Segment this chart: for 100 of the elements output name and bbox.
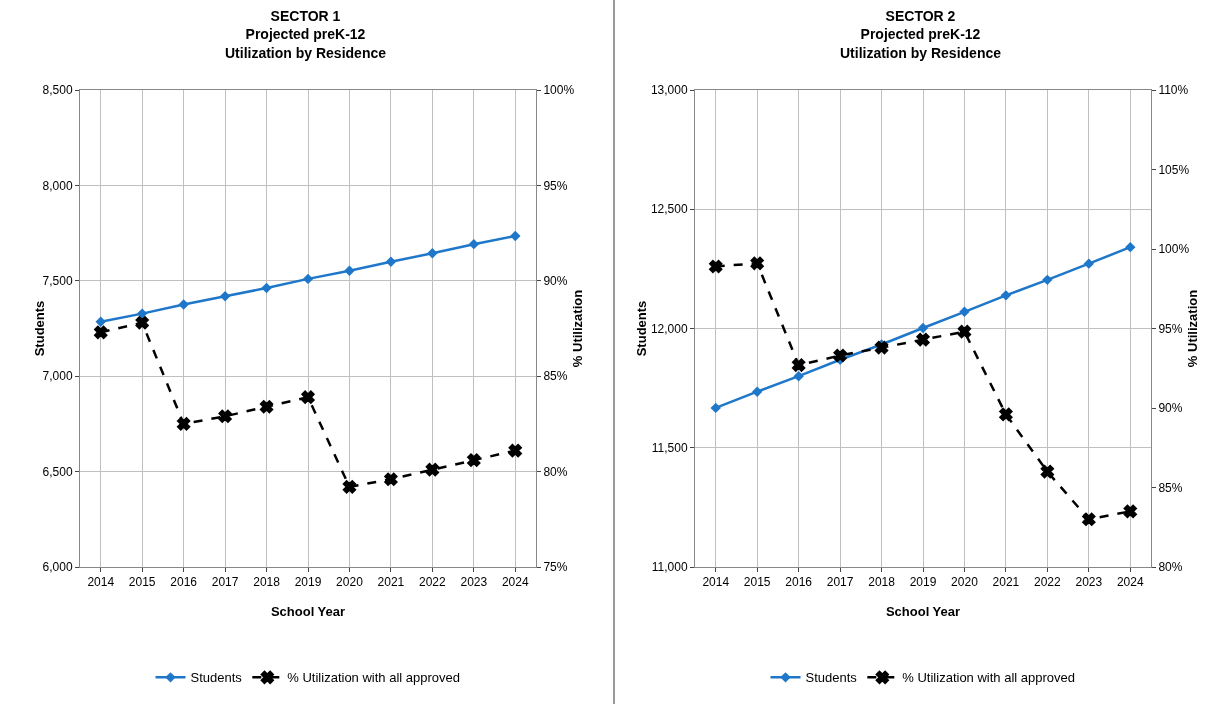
- y2-tick-label: 105%: [1157, 162, 1189, 177]
- point: [259, 400, 274, 414]
- point: [710, 402, 721, 414]
- point: [261, 282, 272, 294]
- point: [1081, 512, 1095, 526]
- y2-tick-label: 80%: [543, 464, 568, 479]
- x-axis-title: School Year: [885, 604, 960, 619]
- point: [874, 340, 888, 355]
- y2-tick-label: 95%: [543, 178, 568, 193]
- point: [1083, 258, 1094, 269]
- point: [136, 308, 148, 319]
- point: [425, 463, 440, 477]
- x-tick-label: 2015: [128, 575, 156, 590]
- point: [792, 371, 804, 382]
- y-tick-label: 7,500: [42, 274, 73, 288]
- point: [1124, 241, 1135, 253]
- point: [135, 316, 149, 330]
- point: [342, 480, 357, 494]
- legend-label: % Utilization with all approved: [901, 670, 1075, 686]
- y2-tick-label: 100%: [543, 83, 575, 98]
- x-tick-label: 2022: [419, 575, 447, 590]
- point: [467, 453, 481, 467]
- y-tick-label: 11,500: [651, 440, 688, 455]
- point: [1000, 290, 1011, 301]
- y2-tick-label: 90%: [1157, 401, 1183, 416]
- x-tick-label: 2019: [909, 575, 937, 590]
- y-tick-label: 12,000: [650, 321, 688, 336]
- chart-title: SECTOR 2 Projected preK-12 Utilization by Residence: [839, 8, 1001, 61]
- point: [178, 299, 189, 310]
- x-tick-label: 2015: [743, 575, 771, 590]
- point: [751, 386, 762, 397]
- point: [384, 472, 398, 486]
- x-tick-label: 2017: [826, 575, 854, 590]
- x-tick-label: 2018: [253, 575, 281, 590]
- y2-tick-label: 85%: [1157, 480, 1183, 495]
- y-axis-title: Students: [32, 300, 47, 357]
- point: [176, 417, 191, 431]
- x-axis-title: School Year: [270, 604, 346, 619]
- y2-tick-label: 80%: [1157, 560, 1183, 575]
- y-tick-label: 6,000: [42, 560, 73, 575]
- y-tick-label: 8,000: [42, 178, 73, 193]
- point: [957, 325, 971, 339]
- point: [508, 443, 522, 458]
- point: [791, 358, 805, 372]
- x-tick-label: 2024: [1116, 575, 1144, 590]
- point: [218, 409, 232, 423]
- point: [95, 316, 106, 328]
- y-tick-label: 11,000: [651, 560, 688, 575]
- y2-axis-title: % Utilization: [569, 289, 585, 368]
- point: [832, 348, 847, 363]
- x-tick-label: 2022: [1033, 575, 1061, 590]
- point: [958, 306, 970, 318]
- x-tick-label: 2016: [784, 575, 812, 590]
- x-tick-label: 2023: [460, 575, 488, 590]
- x-tick-label: 2021: [992, 575, 1020, 590]
- x-tick-label: 2014: [701, 575, 729, 590]
- point: [1123, 504, 1137, 519]
- y-tick-label: 7,000: [42, 369, 73, 384]
- x-tick-label: 2021: [377, 575, 405, 590]
- point: [219, 291, 231, 302]
- x-tick-label: 2019: [294, 575, 322, 590]
- y2-tick-label: 85%: [543, 369, 568, 384]
- point: [998, 407, 1013, 422]
- y2-axis-title: % Utilization: [1184, 289, 1200, 368]
- point: [750, 256, 764, 270]
- point: [915, 332, 930, 347]
- y2-tick-label: 100%: [1157, 242, 1189, 257]
- point: [468, 238, 480, 250]
- point: [427, 248, 438, 259]
- point: [301, 390, 315, 404]
- x-tick-label: 2017: [211, 575, 239, 590]
- chart-title: SECTOR 1 Projected preK-12 Utilization by Residence: [224, 8, 387, 61]
- point: [385, 256, 397, 267]
- y-tick-label: 6,500: [42, 464, 73, 479]
- point: [1040, 464, 1054, 479]
- x-tick-label: 2018: [867, 575, 895, 590]
- y-tick-label: 12,500: [650, 202, 688, 217]
- point: [917, 322, 928, 334]
- x-tick-label: 2024: [501, 575, 529, 590]
- y-tick-label: 8,500: [42, 83, 73, 98]
- x-tick-label: 2016: [170, 575, 198, 590]
- legend-label: Students: [190, 670, 243, 686]
- point: [708, 259, 722, 274]
- point: [94, 325, 108, 339]
- y-axis-title: Students: [633, 300, 649, 357]
- point: [510, 230, 521, 242]
- point: [302, 273, 314, 285]
- y-tick-label: 13,000: [650, 83, 688, 98]
- point: [1041, 274, 1053, 286]
- y2-tick-label: 90%: [543, 274, 568, 288]
- x-tick-label: 2020: [950, 575, 978, 590]
- x-tick-label: 2020: [336, 575, 364, 590]
- legend-label: % Utilization with all approved: [287, 670, 461, 686]
- point: [344, 265, 355, 276]
- x-tick-label: 2023: [1074, 575, 1102, 590]
- y2-tick-label: 75%: [543, 560, 568, 575]
- y2-tick-label: 95%: [1157, 321, 1183, 336]
- y2-tick-label: 110%: [1157, 83, 1189, 98]
- legend-label: Students: [805, 670, 857, 686]
- x-tick-label: 2014: [87, 575, 115, 590]
